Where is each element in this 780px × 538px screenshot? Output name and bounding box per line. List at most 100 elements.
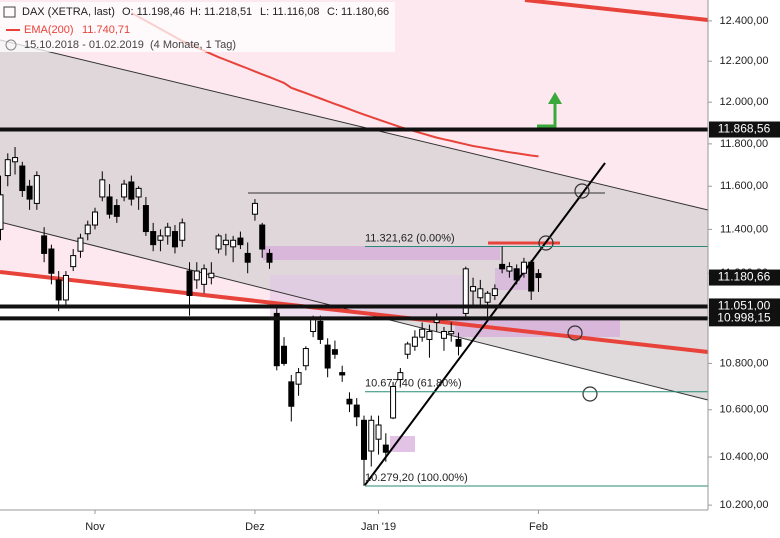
last-price-tag-box: [709, 269, 780, 286]
header-title: DAX (XETRA, last): [22, 6, 115, 18]
header-value: L: 11.116,08: [260, 6, 320, 18]
candle-body: [491, 288, 498, 296]
candle-body: [448, 330, 455, 335]
candle-body: [171, 231, 178, 248]
candle-body: [19, 165, 26, 192]
candle-body: [382, 444, 389, 453]
candle-body: [499, 263, 506, 270]
candle-body: [520, 261, 527, 274]
support-line: [0, 270, 709, 354]
candle-body: [346, 398, 353, 405]
candle-body: [150, 231, 157, 246]
candle-body: [353, 404, 360, 418]
candle-body: [142, 205, 149, 233]
header-value: C: 11.180,66: [327, 6, 389, 18]
header-panel: [0, 2, 395, 52]
level-tag: 11.868,56: [718, 122, 771, 136]
candle-body: [419, 328, 426, 338]
candle-body: [288, 381, 295, 407]
marker-circle: [582, 386, 598, 402]
candle-body: [41, 235, 48, 254]
candle-body: [244, 252, 251, 263]
candle-body: [281, 345, 288, 364]
markers: [538, 183, 598, 402]
clock-icon: [5, 39, 17, 51]
marker-circle: [538, 235, 554, 251]
candle-body: [251, 202, 258, 215]
last-price-tag: 11.180,66: [718, 270, 771, 284]
uptrend-line: [364, 162, 606, 486]
y-tick-label: 10.800,00: [720, 357, 769, 369]
y-tick-label: 10.600,00: [720, 404, 769, 416]
candle-body: [186, 270, 193, 296]
level-tag-box: [709, 310, 780, 327]
candle-body: [470, 286, 477, 292]
candle-body: [222, 239, 229, 246]
y-tick-label: 11.400,00: [720, 223, 768, 235]
candle-body: [70, 255, 77, 268]
candle-body: [506, 266, 513, 272]
candle-body: [440, 330, 447, 339]
marker-circle: [567, 325, 583, 341]
candle-body: [266, 252, 273, 263]
candle-body: [368, 419, 375, 452]
candle-body: [302, 348, 309, 367]
plot: 11.321,62 (0.00%) 10.677,40 (61.80%) 10.27…: [0, 12, 708, 487]
marker-circle: [574, 183, 590, 199]
candle-body: [106, 196, 113, 215]
candle-body: [55, 279, 62, 301]
candle-body: [215, 235, 222, 250]
candle-body: [128, 181, 135, 200]
candle-body: [48, 248, 55, 274]
level-tag-box: [709, 121, 780, 138]
candle-body: [237, 237, 244, 246]
y-tick-label: 12.200,00: [720, 55, 769, 67]
x-tick-label: Feb: [529, 521, 548, 533]
candle-body: [201, 268, 208, 285]
candle-body: [4, 159, 11, 177]
candle-body: [26, 185, 33, 200]
candle-body: [295, 372, 302, 385]
resistance-line: [524, 0, 709, 22]
candle-body: [455, 338, 462, 347]
candle-body: [33, 175, 40, 204]
x-axis-panel: [0, 510, 708, 538]
y-tick-label: 11.800,00: [720, 138, 768, 150]
candle-body: [157, 235, 164, 241]
fib-label: 10.279,20 (100.00%): [365, 472, 468, 484]
candle-body: [230, 239, 237, 248]
candle-body: [193, 270, 200, 281]
ema-legend: EMA(200): [24, 24, 74, 36]
candle-body: [331, 349, 338, 355]
candle-body: [84, 224, 91, 235]
level-tag: 11.051,00: [718, 299, 771, 313]
y-tick-label: 12.000,00: [720, 96, 769, 108]
candle-body: [135, 187, 142, 198]
zone-box: [455, 320, 620, 337]
candle-body: [477, 288, 484, 299]
candle-body: [259, 224, 266, 250]
candle-body: [397, 372, 404, 381]
candle-body: [164, 226, 171, 237]
candle-body: [390, 385, 397, 419]
candle-body: [361, 419, 367, 460]
candle-body: [404, 343, 411, 355]
bars-icon: [3, 6, 16, 18]
candle-body: [99, 179, 106, 198]
date-range: 15.10.2018 - 01.02.2019: [24, 39, 144, 51]
candle-body: [62, 274, 69, 301]
x-tick-label: Jan '19: [361, 521, 396, 533]
candle-body: [273, 312, 280, 367]
candle-body: [375, 424, 382, 440]
period: (4 Monate, 1 Tag): [150, 39, 236, 51]
candle-body: [411, 336, 418, 347]
zone-box: [390, 436, 415, 452]
candle-body: [317, 320, 324, 340]
y-axis-panel: [708, 0, 780, 538]
candle-body: [462, 268, 469, 314]
header-value: O: 11.198,46: [122, 6, 185, 18]
x-tick-label: Nov: [85, 521, 105, 533]
candle-body: [208, 272, 215, 279]
candle-body: [0, 194, 4, 230]
